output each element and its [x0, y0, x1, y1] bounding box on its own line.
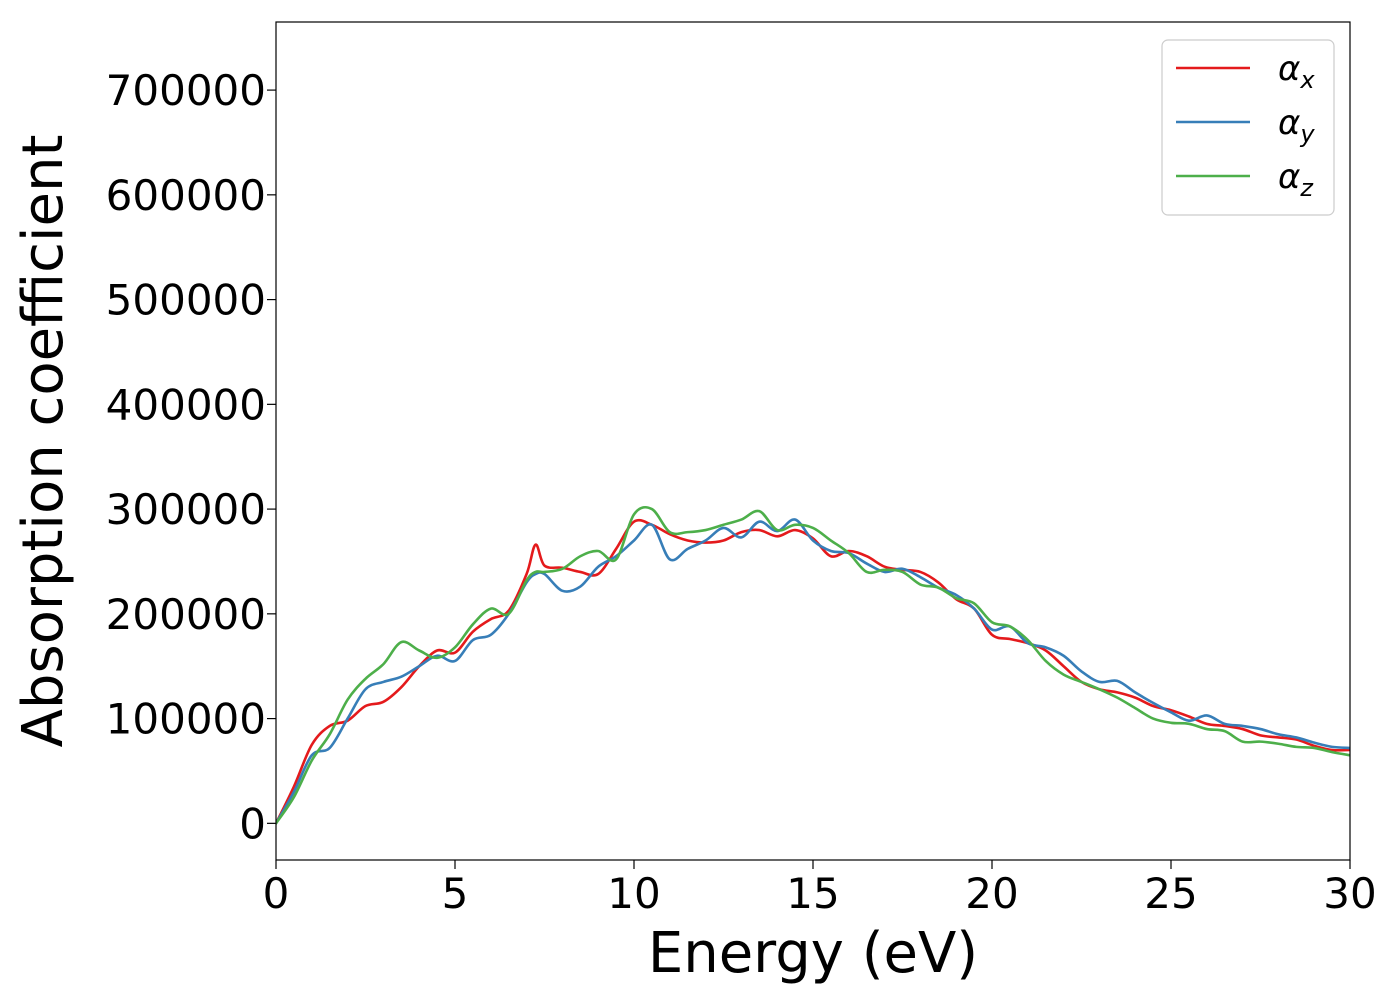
legend-label-symbol: α	[1278, 103, 1300, 143]
x-tick-label: 0	[263, 869, 290, 918]
y-tick-label: 400000	[106, 380, 266, 429]
y-tick-label: 600000	[106, 171, 266, 220]
x-tick-label: 25	[1144, 869, 1197, 918]
series-line-alpha-x	[276, 518, 1350, 825]
legend-box	[1161, 39, 1335, 216]
legend-label-alpha-z: αz	[1278, 157, 1314, 202]
legend-label-subscript: y	[1299, 120, 1315, 148]
x-tick-label: 20	[965, 869, 1018, 918]
x-tick-label: 5	[442, 869, 469, 918]
legend-label-symbol: α	[1278, 157, 1300, 197]
legend-label-subscript: z	[1299, 174, 1314, 202]
y-axis-label: Absorption coefficient	[11, 135, 76, 748]
legend-label-alpha-x: αx	[1278, 49, 1315, 94]
legend-label-alpha-y: αy	[1278, 103, 1315, 148]
y-tick-label: 0	[239, 799, 266, 848]
x-tick-label: 15	[786, 869, 839, 918]
x-tick-label: 10	[607, 869, 660, 918]
x-tick-label: 30	[1323, 869, 1376, 918]
y-tick-label: 700000	[106, 66, 266, 115]
y-tick-label: 300000	[106, 485, 266, 534]
legend-label-symbol: α	[1278, 49, 1300, 89]
series-line-alpha-z	[276, 505, 1350, 825]
y-tick-label: 100000	[106, 695, 266, 744]
x-axis-label: Energy (eV)	[648, 921, 978, 986]
x-axis-ticks: 0 5 10 15 20 25 30	[263, 860, 1377, 918]
y-tick-label: 500000	[106, 276, 266, 325]
series-line-alpha-y	[276, 518, 1350, 825]
y-tick-label: 200000	[106, 590, 266, 639]
series-group	[276, 505, 1350, 825]
y-axis-ticks: 0 100000 200000 300000 400000 500000 600000 700…	[106, 66, 276, 848]
legend-label-subscript: x	[1299, 66, 1315, 94]
